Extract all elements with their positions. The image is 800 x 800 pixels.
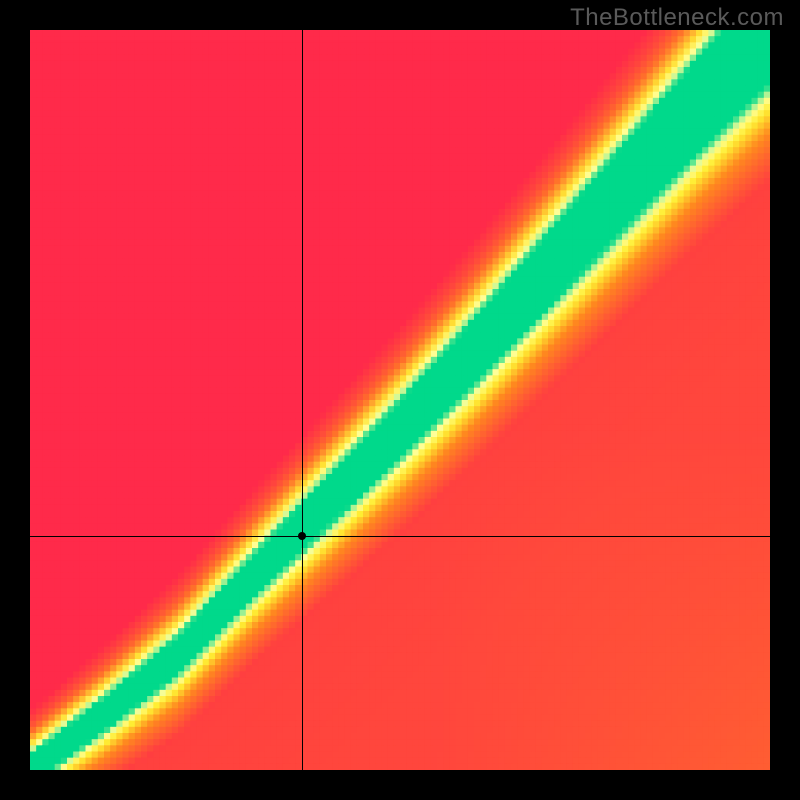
data-point-marker	[298, 532, 306, 540]
plot-area	[30, 30, 770, 770]
crosshair-horizontal	[30, 536, 770, 537]
watermark-text: TheBottleneck.com	[570, 4, 784, 32]
heatmap-canvas	[30, 30, 770, 770]
crosshair-vertical	[302, 30, 303, 770]
chart-container: TheBottleneck.com	[0, 0, 800, 800]
